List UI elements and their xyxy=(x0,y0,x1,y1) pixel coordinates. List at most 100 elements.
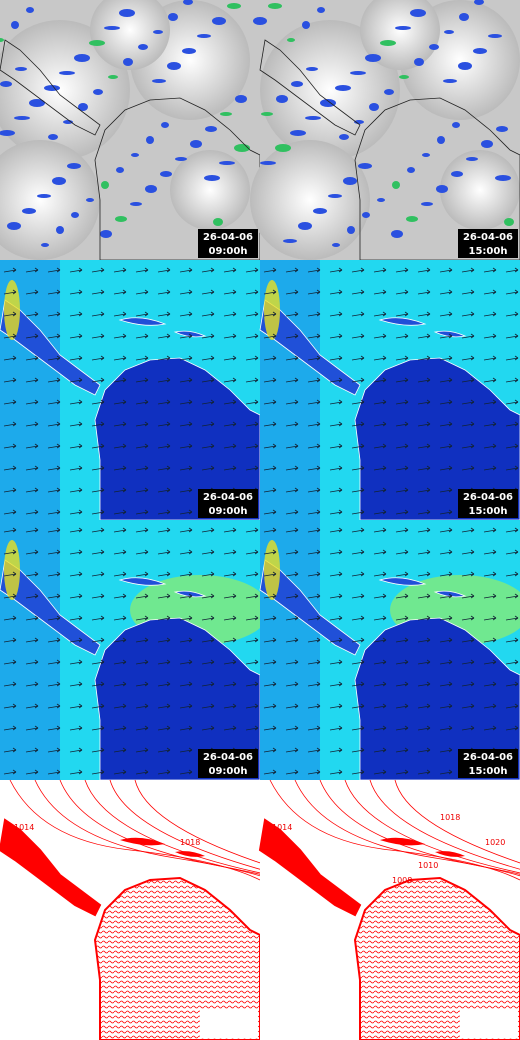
rain-cell xyxy=(328,194,342,198)
land xyxy=(0,818,102,917)
stamp-bg xyxy=(198,749,258,778)
rain-cell xyxy=(302,21,310,29)
rain-cell xyxy=(219,161,235,165)
date-label: 26-04-06 xyxy=(463,492,513,503)
rain-cell xyxy=(298,222,312,230)
rain-cell xyxy=(168,13,178,21)
rain-cell xyxy=(235,95,247,103)
rain-cell xyxy=(7,222,21,230)
rain-cell xyxy=(93,89,103,95)
rain-cell xyxy=(317,7,325,13)
rain-cell xyxy=(444,30,454,34)
rain-cell xyxy=(437,136,445,144)
time-label: 09:00h xyxy=(209,766,248,777)
isobar xyxy=(394,779,520,864)
rain-cell xyxy=(220,112,232,116)
rain-cell xyxy=(108,75,118,79)
rain-cell xyxy=(190,140,202,148)
rain-cell xyxy=(204,175,220,181)
rain-cell xyxy=(175,157,187,161)
rain-cell xyxy=(22,208,36,214)
time-label: 15:00h xyxy=(469,246,508,257)
rain-cell xyxy=(167,62,181,70)
rain-cell xyxy=(197,34,211,38)
rain-cell xyxy=(67,163,81,169)
rain-cell xyxy=(283,239,297,243)
rain-cell xyxy=(131,153,139,157)
map-panel xyxy=(0,520,270,781)
rain-cell xyxy=(0,130,15,136)
time-label: 09:00h xyxy=(209,246,248,257)
date-label: 26-04-06 xyxy=(203,752,253,763)
rain-cell xyxy=(343,177,357,185)
rain-cell xyxy=(261,112,273,116)
isobar xyxy=(369,779,520,870)
rain-cell xyxy=(227,3,241,9)
rain-cell xyxy=(347,226,355,234)
rain-cell xyxy=(160,171,172,177)
rain-cell xyxy=(365,54,381,62)
rain-cell xyxy=(459,13,469,21)
rain-cell xyxy=(29,99,45,107)
rain-cell xyxy=(152,79,166,83)
rain-cell xyxy=(362,212,370,218)
isobar-label: 1018 xyxy=(180,838,200,847)
rain-cell xyxy=(26,7,34,13)
date-label: 26-04-06 xyxy=(203,492,253,503)
stamp-bg xyxy=(198,489,258,518)
rain-cell xyxy=(443,79,457,83)
isobar-label: 1008 xyxy=(392,876,412,885)
rain-cell xyxy=(407,167,415,173)
rain-cell xyxy=(496,126,508,132)
blank-box xyxy=(460,1010,518,1038)
rain-cell xyxy=(260,161,276,165)
rain-cell xyxy=(74,54,90,62)
rain-cell xyxy=(11,21,19,29)
rain-cell xyxy=(369,103,379,111)
rain-cell xyxy=(495,175,511,181)
coastline xyxy=(259,39,520,261)
rain-cell xyxy=(78,103,88,111)
time-label: 09:00h xyxy=(209,506,248,517)
map-panel xyxy=(250,0,520,261)
land xyxy=(353,876,520,1040)
map-panel xyxy=(0,0,261,261)
rain-cell xyxy=(320,99,336,107)
rain-cell xyxy=(358,163,372,169)
rain-cell xyxy=(306,67,318,71)
rain-cell xyxy=(473,48,487,54)
time-label: 15:00h xyxy=(469,766,508,777)
cloud xyxy=(260,20,400,160)
cloud xyxy=(440,150,520,230)
rain-cell xyxy=(481,140,493,148)
rain-cell xyxy=(290,130,306,136)
rain-cell xyxy=(182,48,196,54)
rain-cell xyxy=(380,40,396,46)
map-panel xyxy=(259,260,520,521)
cloud xyxy=(0,20,130,160)
date-label: 26-04-06 xyxy=(203,232,253,243)
rain-cell xyxy=(429,44,439,50)
rain-cell xyxy=(391,230,403,238)
wind-arrows xyxy=(260,520,520,780)
rain-cell xyxy=(421,202,433,206)
rain-cell xyxy=(350,71,366,75)
rain-cell xyxy=(253,17,267,25)
map-panel xyxy=(0,260,261,521)
rain-cell xyxy=(52,177,66,185)
rain-cell xyxy=(0,38,4,42)
map-panel xyxy=(0,779,506,1040)
rain-cell xyxy=(451,171,463,177)
date-label: 26-04-06 xyxy=(463,752,513,763)
rain-cell xyxy=(452,122,460,128)
rain-cell xyxy=(436,185,448,193)
rain-cell xyxy=(414,58,424,66)
rain-cell xyxy=(0,81,12,87)
land xyxy=(93,876,261,1040)
rain-cell xyxy=(63,120,73,124)
rain-cell xyxy=(392,181,400,189)
cloud xyxy=(0,140,100,260)
rain-cell xyxy=(183,0,193,5)
rain-cell xyxy=(377,198,385,202)
rain-cell xyxy=(100,230,112,238)
